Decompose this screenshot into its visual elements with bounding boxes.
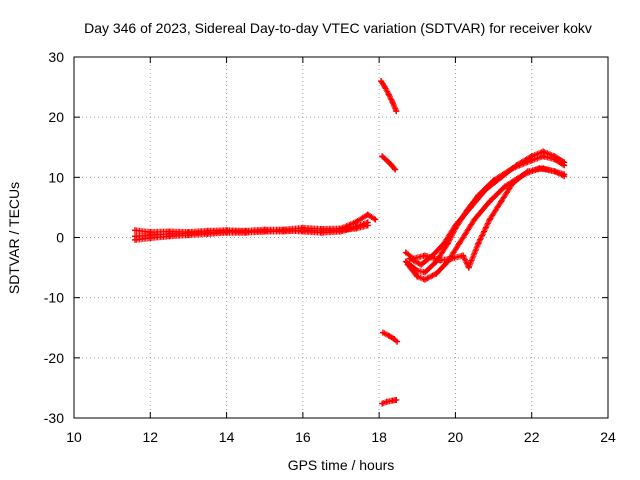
- data-point: [498, 174, 505, 181]
- y-tick-label: 10: [48, 169, 64, 185]
- series-pre-gap-band-c: [132, 222, 371, 243]
- axis-ticks: 10 12 14 16 18 20 22 24 -30 -20 -10 0 10 20 30: [44, 49, 616, 445]
- data-point: [421, 276, 428, 283]
- x-tick-label: 24: [600, 429, 616, 445]
- data-point: [475, 240, 482, 247]
- data-point: [524, 168, 531, 175]
- y-tick-label: -30: [44, 410, 64, 426]
- data-point: [393, 396, 400, 403]
- data-point: [404, 261, 411, 268]
- data-point: [299, 227, 306, 234]
- data-point: [378, 78, 385, 85]
- data-point: [467, 204, 474, 211]
- data-point: [242, 229, 249, 236]
- data-point: [486, 198, 493, 205]
- series-segment-13-to-11: [379, 153, 399, 173]
- data-point: [551, 153, 558, 160]
- data-point: [393, 108, 400, 115]
- x-tick-label: 14: [219, 429, 235, 445]
- data-point: [509, 180, 516, 187]
- data-point: [498, 198, 505, 205]
- data-point: [502, 183, 509, 190]
- data-point: [204, 230, 211, 237]
- data-point: [280, 228, 287, 235]
- x-axis-label: GPS time / hours: [288, 457, 395, 473]
- data-point: [448, 255, 455, 262]
- data-point: [261, 228, 268, 235]
- series-segment-26-to-21: [378, 78, 400, 115]
- data-point: [433, 270, 440, 277]
- data-point: [528, 153, 535, 160]
- data-point: [318, 227, 325, 234]
- x-tick-label: 10: [66, 429, 82, 445]
- data-point: [561, 159, 568, 166]
- data-point: [383, 157, 390, 164]
- series-markers: [402, 165, 568, 271]
- data-point: [223, 229, 230, 236]
- data-point: [482, 186, 489, 193]
- y-tick-label: 20: [48, 109, 64, 125]
- data-point: [392, 166, 399, 173]
- data-point: [460, 252, 467, 259]
- data-point: [381, 84, 388, 91]
- x-tick-label: 12: [142, 429, 158, 445]
- data-point: [421, 252, 428, 259]
- series-segment-27: [379, 396, 400, 407]
- data-point: [364, 211, 371, 218]
- y-tick-label: -10: [44, 290, 64, 306]
- data-point: [551, 168, 558, 175]
- y-tick-label: 30: [48, 49, 64, 65]
- data-point: [418, 261, 425, 268]
- data-point: [471, 216, 478, 223]
- data-point: [385, 332, 392, 339]
- data-point: [465, 264, 472, 271]
- x-tick-label: 22: [524, 429, 540, 445]
- data-point: [513, 162, 520, 169]
- data-point: [486, 216, 493, 223]
- data-point: [338, 227, 344, 234]
- data-point: [387, 161, 394, 168]
- x-tick-label: 16: [295, 429, 311, 445]
- data-marks: [132, 78, 568, 407]
- data-point: [385, 91, 392, 98]
- data-point: [540, 165, 547, 172]
- data-point: [410, 255, 417, 262]
- data-point: [437, 257, 444, 264]
- y-axis-label: SDTVAR / TECUs: [6, 182, 22, 294]
- data-point: [372, 216, 379, 223]
- y-tick-label: -20: [44, 350, 64, 366]
- y-tick-label: 0: [56, 230, 64, 246]
- data-point: [132, 227, 139, 234]
- data-point: [440, 240, 447, 247]
- data-point: [456, 240, 463, 247]
- data-point: [379, 153, 386, 160]
- data-point: [540, 148, 547, 155]
- series-segment-16-to-17: [379, 329, 401, 345]
- data-point: [561, 173, 568, 180]
- x-tick-label: 18: [371, 429, 387, 445]
- chart-title: Day 346 of 2023, Sidereal Day-to-day VTE…: [84, 20, 592, 36]
- data-point: [379, 329, 386, 336]
- data-point: [166, 233, 173, 240]
- series-recovery-band-4: [402, 165, 568, 271]
- data-point: [402, 258, 409, 265]
- data-point: [132, 236, 139, 243]
- data-point: [402, 249, 409, 256]
- data-point: [379, 400, 386, 407]
- data-point: [452, 222, 459, 229]
- data-point: [394, 338, 401, 345]
- data-point: [364, 222, 371, 229]
- data-point: [414, 273, 421, 280]
- data-point: [421, 269, 428, 276]
- x-tick-label: 20: [448, 429, 464, 445]
- data-point: [383, 398, 390, 405]
- data-point: [389, 99, 396, 106]
- data-point: [147, 235, 154, 242]
- data-point: [185, 232, 192, 239]
- data-point: [353, 225, 360, 232]
